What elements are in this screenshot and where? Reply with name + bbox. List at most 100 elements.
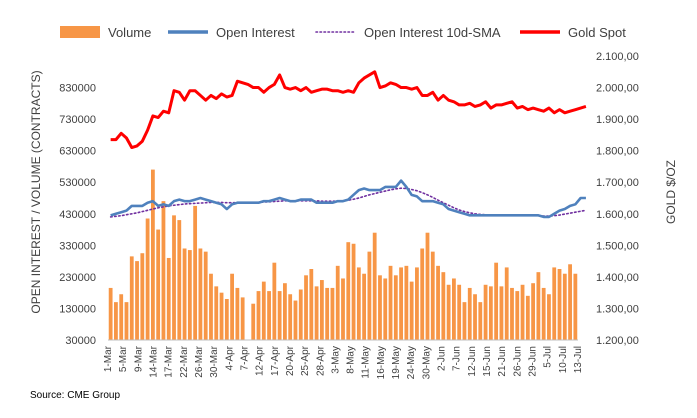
volume-bar	[383, 278, 388, 340]
gold-spot-line	[110, 70, 587, 150]
volume-bar	[415, 267, 419, 340]
x-tick-label: 25-Apr	[300, 345, 311, 376]
right-tick-label: 1.500,00	[596, 240, 639, 252]
volume-bar	[309, 269, 314, 340]
volume-bar	[378, 275, 382, 340]
left-tick-label: 30000	[65, 335, 96, 347]
left-tick-label: 530000	[59, 177, 96, 189]
x-tick-label: 11-May	[361, 346, 372, 379]
volume-bar	[166, 257, 171, 340]
volume-bar	[372, 232, 377, 340]
x-tick-label: 24-May	[406, 346, 417, 379]
right-tick-label: 1.700,00	[596, 177, 639, 189]
volume-bar	[568, 264, 572, 340]
x-axis-ticks: 1-Mar 5-Mar 9-Mar 14-Mar 17-Mar 22-Mar 26-Mar 3…	[103, 345, 584, 379]
x-tick-label: 19-May	[391, 346, 402, 379]
legend-label: Volume	[108, 25, 151, 40]
volume-bar	[430, 251, 435, 340]
volume-bar	[261, 281, 266, 340]
volume-bar	[330, 287, 335, 340]
volume-bar	[409, 281, 414, 340]
volume-bar	[441, 272, 446, 340]
volume-bar	[573, 273, 578, 340]
x-tick-label: 10-Jul	[558, 346, 569, 373]
volume-bar	[356, 267, 361, 340]
x-tick-label: 30-May	[421, 346, 432, 379]
x-tick-label: 30-Mar	[209, 345, 220, 377]
x-tick-label: 26-Mar	[194, 345, 205, 377]
volume-bar	[351, 243, 356, 340]
volume-bars	[108, 169, 578, 340]
volume-bar	[520, 284, 525, 340]
volume-bar	[314, 286, 319, 340]
volume-bar	[277, 291, 282, 340]
volume-bar	[346, 242, 351, 340]
legend-label: Open Interest	[216, 25, 295, 40]
volume-bar	[140, 253, 145, 340]
volume-bar	[145, 218, 150, 340]
x-tick-label: 3-May	[330, 346, 341, 374]
volume-bar	[283, 283, 287, 340]
volume-bar	[425, 232, 430, 340]
volume-bar	[478, 302, 483, 340]
volume-bar	[452, 278, 456, 340]
volume-bar	[510, 287, 514, 340]
left-tick-label: 630000	[59, 146, 96, 158]
x-tick-label: 12-Apr	[255, 345, 266, 376]
x-tick-label: 7-Jun	[452, 346, 463, 371]
left-tick-label: 830000	[59, 83, 96, 95]
x-tick-label: 17-Apr	[270, 345, 281, 376]
volume-bar	[124, 302, 129, 340]
x-tick-label: 15-Jun	[482, 346, 493, 377]
left-tick-label: 330000	[59, 240, 96, 252]
volume-bar	[135, 261, 139, 340]
volume-bar	[304, 275, 308, 340]
lines	[109, 70, 587, 219]
volume-bar	[240, 297, 245, 340]
x-tick-label: 17-Mar	[164, 345, 175, 377]
left-tick-label: 130000	[59, 303, 96, 315]
right-tick-label: 2.000,00	[596, 83, 639, 95]
x-tick-label: 22-Mar	[179, 345, 190, 377]
volume-bar	[525, 295, 530, 340]
volume-bar	[182, 248, 187, 340]
x-tick-label: 5-Jul	[543, 346, 554, 368]
volume-bar	[531, 283, 536, 340]
volume-bar	[483, 284, 488, 340]
volume-bar	[504, 267, 509, 340]
volume-bar	[325, 287, 330, 340]
right-tick-label: 1.400,00	[596, 272, 639, 284]
volume-bar	[536, 272, 541, 340]
x-tick-label: 13-Jul	[573, 346, 584, 373]
volume-bar	[393, 275, 398, 340]
x-tick-label: 21-Jun	[497, 346, 508, 377]
x-tick-label: 14-Mar	[148, 345, 159, 377]
volume-bar	[198, 248, 203, 340]
volume-bar	[515, 291, 520, 340]
volume-bar	[267, 291, 271, 340]
volume-bar	[319, 280, 324, 340]
x-tick-label: 28-Apr	[315, 345, 326, 376]
right-tick-label: 1.900,00	[596, 114, 639, 126]
right-tick-label: 1.200,00	[596, 335, 639, 347]
x-tick-label: 12-Jun	[467, 346, 478, 377]
volume-bar	[467, 287, 472, 340]
volume-bar	[150, 169, 155, 340]
volume-bar	[114, 302, 118, 340]
volume-bar	[230, 273, 234, 340]
volume-bar	[404, 265, 409, 340]
legend: Volume Open Interest Open Interest 10d-SMA…	[60, 25, 626, 40]
volume-bar	[119, 294, 124, 340]
volume-bar	[172, 215, 176, 340]
left-axis-ticks: 830000 730000 630000 530000 430000 330000 2300…	[59, 83, 96, 347]
volume-bar	[362, 273, 367, 340]
volume-bar	[341, 278, 345, 340]
volume-bar	[209, 273, 213, 340]
open-interest-sma-line	[109, 187, 587, 218]
volume-bar	[457, 284, 462, 340]
volume-bar	[193, 205, 198, 340]
volume-bar	[203, 251, 208, 340]
volume-bar	[499, 286, 504, 340]
volume-bar	[235, 287, 240, 340]
